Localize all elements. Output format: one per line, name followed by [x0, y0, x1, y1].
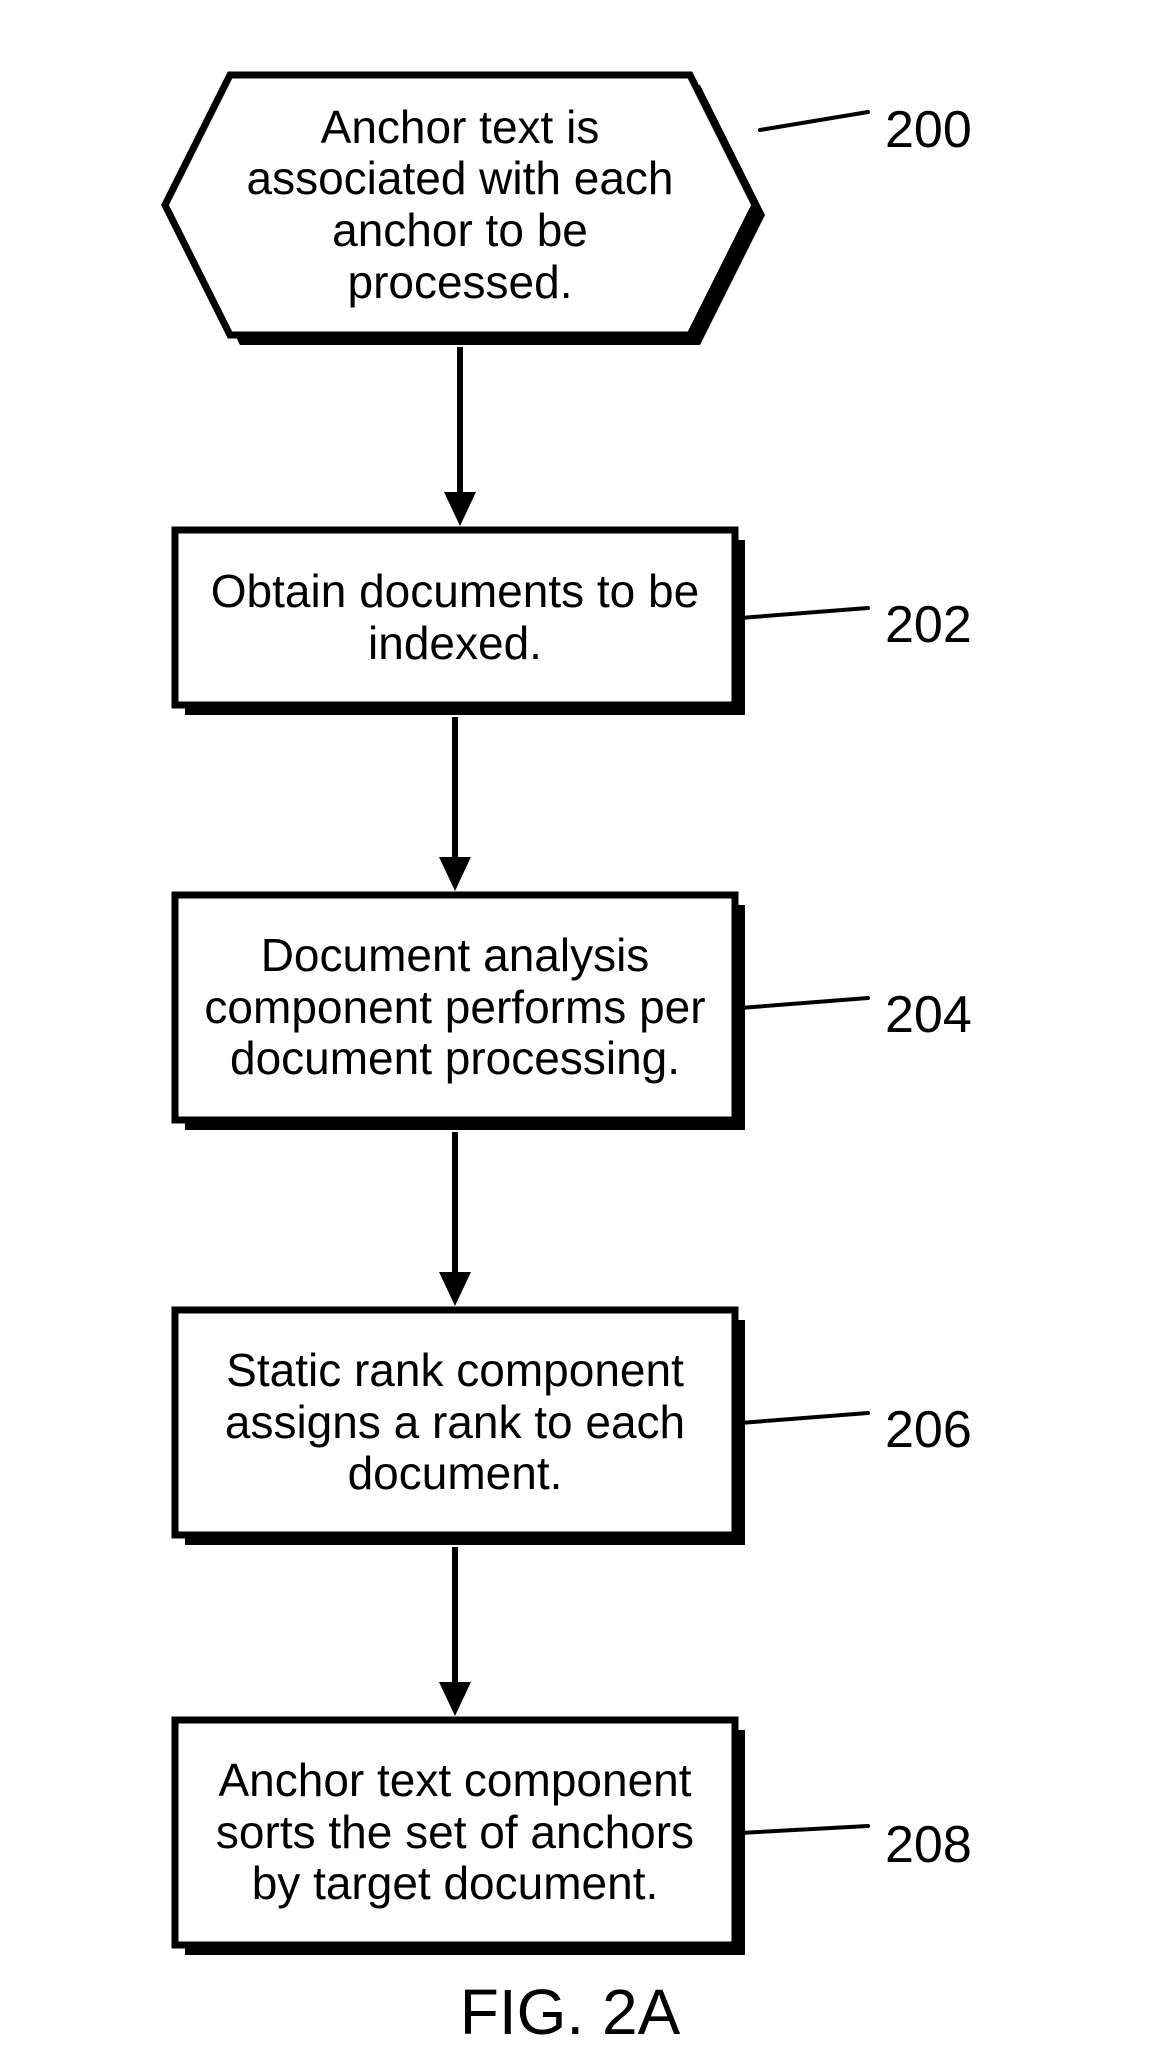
node-text-n204: Document analysis component performs per…: [197, 907, 713, 1108]
figure-caption: FIG. 2A: [360, 1975, 780, 2049]
node-text-n202: Obtain documents to be indexed.: [197, 542, 713, 693]
flowchart-canvas: Anchor text is associated with each anch…: [0, 0, 1155, 2057]
node-text-n206: Static rank component assigns a rank to …: [197, 1322, 713, 1523]
node-label: Static rank component assigns a rank to …: [197, 1345, 713, 1500]
ref-label-n206: 206: [885, 1400, 972, 1460]
node-label: Document analysis component performs per…: [197, 930, 713, 1085]
ref-label-n208: 208: [885, 1815, 972, 1875]
node-text-n200: Anchor text is associated with each anch…: [240, 95, 680, 315]
ref-label-n200: 200: [885, 100, 972, 160]
ref-label-n204: 204: [885, 985, 972, 1045]
node-label: Obtain documents to be indexed.: [197, 566, 713, 669]
ref-label-n202: 202: [885, 595, 972, 655]
node-label: Anchor text is associated with each anch…: [240, 102, 680, 308]
node-text-n208: Anchor text component sorts the set of a…: [197, 1732, 713, 1933]
node-label: Anchor text component sorts the set of a…: [197, 1755, 713, 1910]
